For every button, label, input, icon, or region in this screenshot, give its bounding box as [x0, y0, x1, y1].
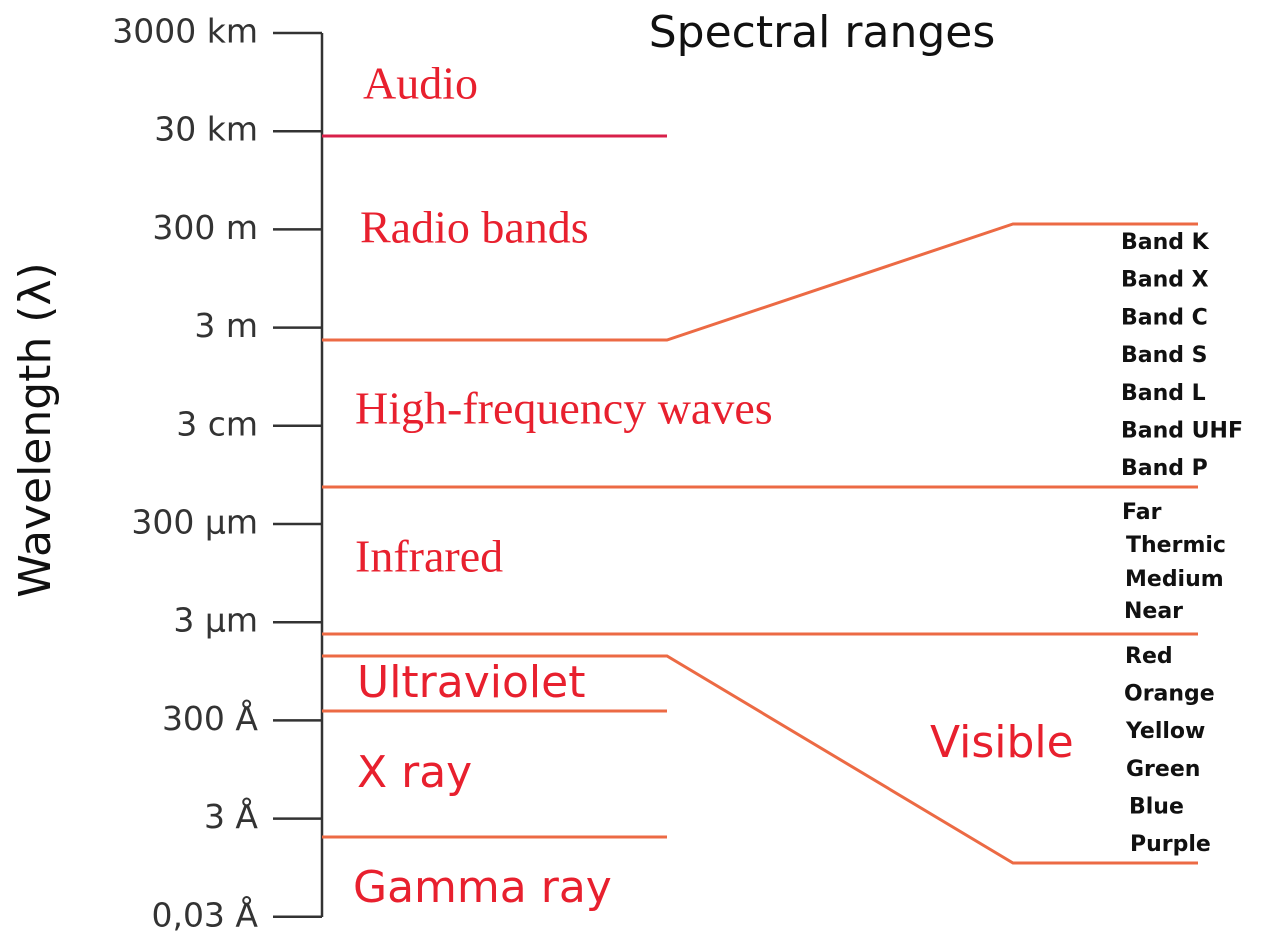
- region-label: High-frequency waves: [355, 383, 773, 434]
- band-label: Band L: [1121, 381, 1206, 406]
- color-label: Orange: [1124, 682, 1215, 707]
- region-label: Ultraviolet: [357, 657, 585, 708]
- axis-label: Wavelength (λ): [10, 262, 61, 597]
- region-label: X ray: [357, 747, 472, 798]
- color-label: Purple: [1130, 832, 1211, 857]
- color-label: Blue: [1129, 794, 1184, 819]
- tick-label: 300 m: [152, 208, 258, 247]
- divider: [322, 222, 1198, 342]
- tick-label: 3000 km: [112, 12, 258, 51]
- tick-label: 3 m: [194, 306, 258, 345]
- tick-label: 3 µm: [173, 601, 258, 640]
- color-label: Yellow: [1125, 719, 1205, 744]
- color-label: Red: [1125, 644, 1173, 669]
- infrared-label: Thermic: [1126, 533, 1226, 558]
- region-label: Infrared: [355, 531, 503, 582]
- tick-label: 0,03 Å: [151, 894, 258, 934]
- band-label: Band X: [1121, 268, 1209, 293]
- band-label: Band C: [1121, 305, 1208, 330]
- region-label: Audio: [363, 58, 478, 109]
- region-label: Gamma ray: [353, 862, 612, 913]
- visible-label: Visible: [930, 717, 1074, 768]
- band-label: Band P: [1121, 456, 1208, 481]
- color-label: Green: [1126, 757, 1200, 782]
- band-label: Band UHF: [1121, 419, 1243, 444]
- tick-label: 300 µm: [131, 503, 258, 542]
- infrared-label: Far: [1122, 500, 1162, 525]
- region-label: Radio bands: [360, 202, 589, 253]
- tick-label: 3 cm: [176, 404, 258, 443]
- tick-label: 30 km: [154, 110, 258, 149]
- infrared-label: Medium: [1125, 567, 1224, 592]
- divider: [322, 654, 1198, 865]
- tick-label: 3 Å: [204, 796, 258, 836]
- band-label: Band K: [1121, 230, 1210, 255]
- tick-label: 300 Å: [162, 698, 258, 738]
- infrared-label: Near: [1124, 599, 1183, 624]
- title: Spectral ranges: [649, 7, 996, 58]
- band-label: Band S: [1121, 343, 1208, 368]
